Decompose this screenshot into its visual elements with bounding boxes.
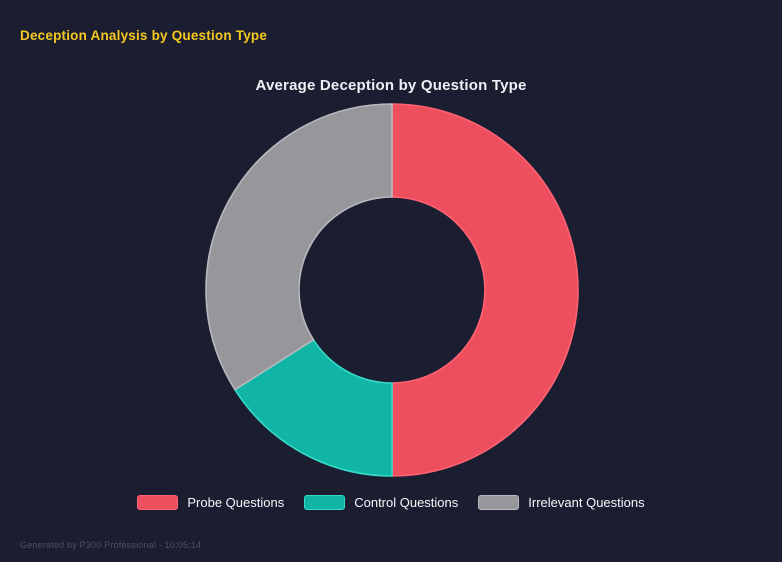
legend-item-control-questions[interactable]: Control Questions	[304, 495, 458, 510]
legend-label: Control Questions	[354, 495, 459, 510]
legend-swatch	[304, 495, 346, 510]
doughnut-chart[interactable]	[200, 98, 584, 482]
legend-swatch	[137, 495, 179, 510]
donut-segment-irrelevant-questions[interactable]	[205, 103, 393, 391]
legend-label: Irrelevant Questions	[528, 495, 645, 510]
chart-legend: Probe Questions Control Questions Irrele…	[0, 495, 782, 510]
donut-segment-control-questions[interactable]	[234, 339, 393, 477]
legend-label: Probe Questions	[187, 495, 285, 510]
legend-item-probe-questions[interactable]: Probe Questions	[137, 495, 284, 510]
chart-title: Average Deception by Question Type	[255, 77, 527, 94]
donut-segment-probe-questions[interactable]	[391, 103, 579, 477]
legend-swatch	[478, 495, 520, 510]
page-title: Deception Analysis by Question Type	[20, 28, 268, 43]
footer-credit: Generated by P300 Professional - 10:05:1…	[20, 540, 202, 550]
legend-item-irrelevant-questions[interactable]: Irrelevant Questions	[478, 495, 645, 510]
